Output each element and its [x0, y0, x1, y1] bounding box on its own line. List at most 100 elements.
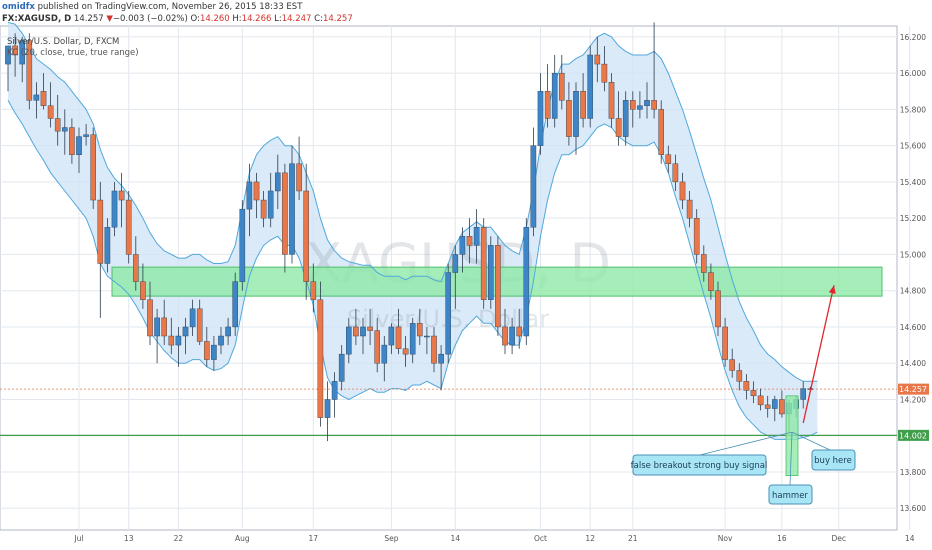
- candle[interactable]: [374, 317, 381, 373]
- candle[interactable]: [438, 345, 444, 391]
- candle[interactable]: [296, 136, 302, 201]
- candle[interactable]: [353, 308, 359, 346]
- candle[interactable]: [40, 73, 47, 110]
- candle[interactable]: [26, 33, 33, 110]
- candle[interactable]: [772, 395, 778, 422]
- candle[interactable]: [381, 336, 388, 382]
- candle[interactable]: [452, 245, 459, 309]
- candle[interactable]: [480, 218, 487, 309]
- candle[interactable]: [622, 91, 629, 146]
- candle[interactable]: [637, 91, 643, 119]
- candle[interactable]: [409, 317, 416, 364]
- candle[interactable]: [275, 154, 281, 210]
- candle[interactable]: [69, 118, 75, 164]
- candle[interactable]: [729, 348, 735, 378]
- candle[interactable]: [701, 245, 707, 282]
- candle[interactable]: [225, 317, 231, 346]
- candle[interactable]: [104, 218, 111, 273]
- candle[interactable]: [346, 317, 352, 364]
- annotation-buy-here[interactable]: buy here: [811, 449, 856, 471]
- candle[interactable]: [118, 172, 125, 228]
- candle[interactable]: [594, 36, 601, 83]
- candle[interactable]: [523, 218, 530, 346]
- symbol-label[interactable]: FX:XAGUSD, D: [2, 14, 72, 24]
- candle[interactable]: [289, 145, 295, 264]
- candle[interactable]: [516, 308, 522, 349]
- candle[interactable]: [388, 323, 395, 355]
- candle[interactable]: [324, 381, 331, 442]
- candle[interactable]: [431, 326, 437, 373]
- candle[interactable]: [132, 236, 139, 291]
- price-axis[interactable]: 16.200 16.000 15.800 15.600 15.400 15.200 15.0…: [900, 33, 926, 513]
- candle[interactable]: [672, 154, 679, 191]
- candle[interactable]: [76, 127, 82, 173]
- candle[interactable]: [147, 281, 153, 346]
- candle[interactable]: [693, 209, 700, 264]
- candle[interactable]: [445, 263, 452, 364]
- candle[interactable]: [196, 299, 203, 346]
- candle[interactable]: [601, 45, 608, 92]
- candle[interactable]: [402, 336, 409, 367]
- candle[interactable]: [5, 45, 11, 92]
- candle[interactable]: [282, 163, 288, 273]
- candle[interactable]: [239, 200, 246, 291]
- candle[interactable]: [90, 127, 96, 210]
- candle[interactable]: [566, 82, 572, 146]
- candle[interactable]: [466, 218, 473, 264]
- candle[interactable]: [573, 82, 579, 155]
- candle[interactable]: [125, 190, 132, 264]
- candle[interactable]: [189, 299, 196, 337]
- candle[interactable]: [246, 163, 253, 237]
- candle[interactable]: [211, 336, 217, 371]
- candle[interactable]: [317, 281, 324, 427]
- candle[interactable]: [111, 181, 118, 237]
- candle[interactable]: [12, 33, 18, 77]
- candle[interactable]: [630, 91, 636, 128]
- candle[interactable]: [488, 236, 494, 309]
- candle[interactable]: [530, 127, 537, 237]
- candle[interactable]: [722, 317, 728, 367]
- candle[interactable]: [537, 73, 544, 155]
- candle[interactable]: [757, 388, 764, 411]
- time-axis[interactable]: Jul 13 22 Aug 17 Sep 14 Oct 12 21 Nov 16 Dec 14: [73, 534, 914, 543]
- candle[interactable]: [580, 73, 586, 128]
- candle[interactable]: [331, 372, 338, 418]
- candle[interactable]: [83, 123, 89, 146]
- candle[interactable]: [551, 55, 558, 128]
- candle[interactable]: [686, 190, 693, 228]
- candle[interactable]: [665, 145, 672, 173]
- candle[interactable]: [154, 308, 160, 364]
- candle[interactable]: [338, 345, 345, 391]
- candle[interactable]: [182, 317, 189, 355]
- candle[interactable]: [608, 73, 615, 128]
- candle[interactable]: [779, 390, 785, 418]
- candle[interactable]: [260, 190, 267, 228]
- candle[interactable]: [161, 299, 168, 346]
- candle[interactable]: [679, 172, 686, 210]
- candle[interactable]: [495, 236, 501, 337]
- candle[interactable]: [473, 209, 480, 264]
- candle[interactable]: [424, 326, 430, 355]
- candle[interactable]: [310, 263, 317, 313]
- candle[interactable]: [559, 55, 565, 110]
- candle[interactable]: [544, 64, 551, 128]
- candle[interactable]: [253, 172, 260, 219]
- candle[interactable]: [97, 181, 104, 318]
- candle[interactable]: [651, 22, 657, 119]
- candle[interactable]: [459, 227, 466, 273]
- candle[interactable]: [395, 308, 402, 355]
- candle[interactable]: [509, 317, 515, 355]
- candle[interactable]: [367, 308, 373, 346]
- candle[interactable]: [644, 82, 650, 119]
- candle[interactable]: [140, 263, 146, 309]
- candle[interactable]: [19, 36, 26, 83]
- candle[interactable]: [750, 381, 757, 404]
- candle[interactable]: [203, 326, 210, 367]
- candle[interactable]: [218, 326, 224, 355]
- candle[interactable]: [764, 395, 771, 418]
- candle[interactable]: [743, 374, 750, 400]
- candle[interactable]: [267, 172, 274, 228]
- candle[interactable]: [54, 94, 61, 146]
- candle[interactable]: [168, 317, 175, 355]
